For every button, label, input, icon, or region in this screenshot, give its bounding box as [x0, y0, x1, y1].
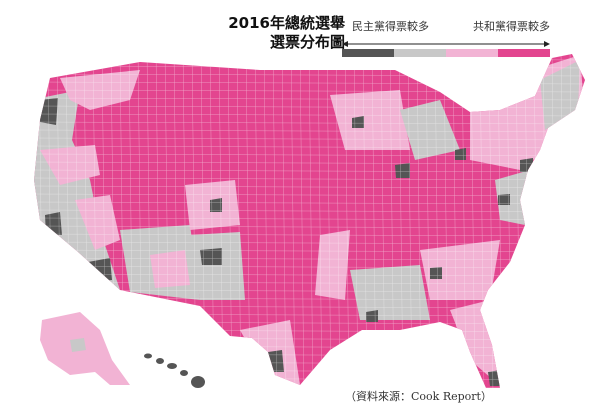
washington-dc-metro	[498, 194, 510, 205]
legend-swatch-rep-lean	[446, 49, 498, 57]
denver-metro	[210, 198, 222, 212]
oregon-region	[40, 145, 100, 185]
deep-south-gray-region	[350, 265, 430, 320]
chicago-metro	[395, 163, 410, 178]
upper-midwest-region	[330, 90, 410, 150]
legend-swatch-rep-strong	[498, 49, 550, 57]
minneapolis-metro	[352, 116, 364, 128]
new-mexico-north	[200, 248, 222, 265]
alaska-anchorage	[70, 338, 86, 352]
new-orleans-metro	[366, 310, 378, 322]
bay-area-metro	[45, 212, 62, 235]
source-note: （資料來源：Cook Report）	[345, 390, 492, 403]
legend-republican-label: 共和黨得票較多	[473, 20, 550, 33]
south-atlantic-pink-region	[420, 240, 500, 300]
mid-atlantic-region	[495, 170, 530, 225]
legend-democrat-label: 民主黨得票較多	[352, 20, 429, 33]
seattle-metro	[40, 98, 58, 125]
hawaii	[144, 353, 205, 388]
arizona-pink-region	[150, 250, 190, 288]
detroit-metro	[455, 148, 466, 160]
atlanta-metro	[430, 267, 442, 279]
legend-swatch-dem-strong	[342, 49, 394, 57]
title-line-2: 選票分布圖	[269, 33, 345, 51]
miami-metro	[488, 370, 502, 386]
los-angeles-metro	[88, 258, 112, 282]
california-interior-region	[75, 195, 120, 250]
new-england-region	[540, 60, 580, 130]
washington-east-region	[60, 70, 140, 110]
title-line-1: 2016年總統選舉	[228, 14, 345, 32]
legend: 民主黨得票較多 共和黨得票較多	[336, 18, 556, 58]
legend-swatch-dem-lean	[394, 49, 446, 57]
rio-grande-valley	[268, 350, 284, 372]
mississippi-delta-region	[315, 230, 350, 300]
boston-metro	[548, 125, 562, 138]
legend-swatches	[342, 49, 550, 57]
legend-double-arrow-icon	[342, 41, 550, 47]
map-title: 2016年總統選舉 選票分布圖	[210, 14, 345, 52]
